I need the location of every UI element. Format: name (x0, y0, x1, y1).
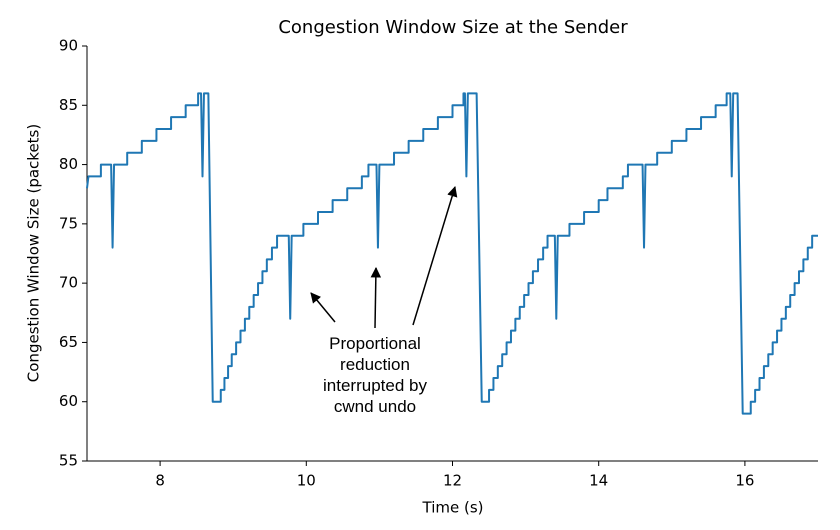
annotation-line: interrupted by (323, 376, 427, 395)
y-tick-label: 90 (59, 37, 78, 55)
y-tick-label: 55 (59, 452, 78, 470)
chart-title: Congestion Window Size at the Sender (278, 17, 628, 38)
line (86, 92, 818, 415)
y-axis-label: Congestion Window Size (packets) (25, 124, 43, 382)
y-tick-label: 85 (59, 96, 78, 114)
x-tick-label: 14 (589, 472, 608, 490)
y-tick-label: 70 (59, 274, 78, 292)
annotation-line: Proportional (329, 334, 421, 353)
x-tick-label: 16 (735, 472, 754, 490)
x-tick-label: 12 (443, 472, 462, 490)
x-tick-label: 8 (155, 472, 165, 490)
annotation: Proportional reduction interrupted by cwnd … (323, 334, 427, 416)
annotation-arrows (310, 185, 458, 329)
x-tick-label: 10 (297, 472, 316, 490)
y-tick-label: 65 (59, 333, 78, 351)
y-tick-label: 80 (59, 155, 78, 173)
x-axis-label: Time (s) (422, 499, 484, 517)
annotation-line: cwnd undo (334, 397, 416, 416)
y-tick-label: 60 (59, 392, 78, 410)
y-tick-label: 75 (59, 214, 78, 232)
annotation-line: reduction (340, 355, 410, 374)
